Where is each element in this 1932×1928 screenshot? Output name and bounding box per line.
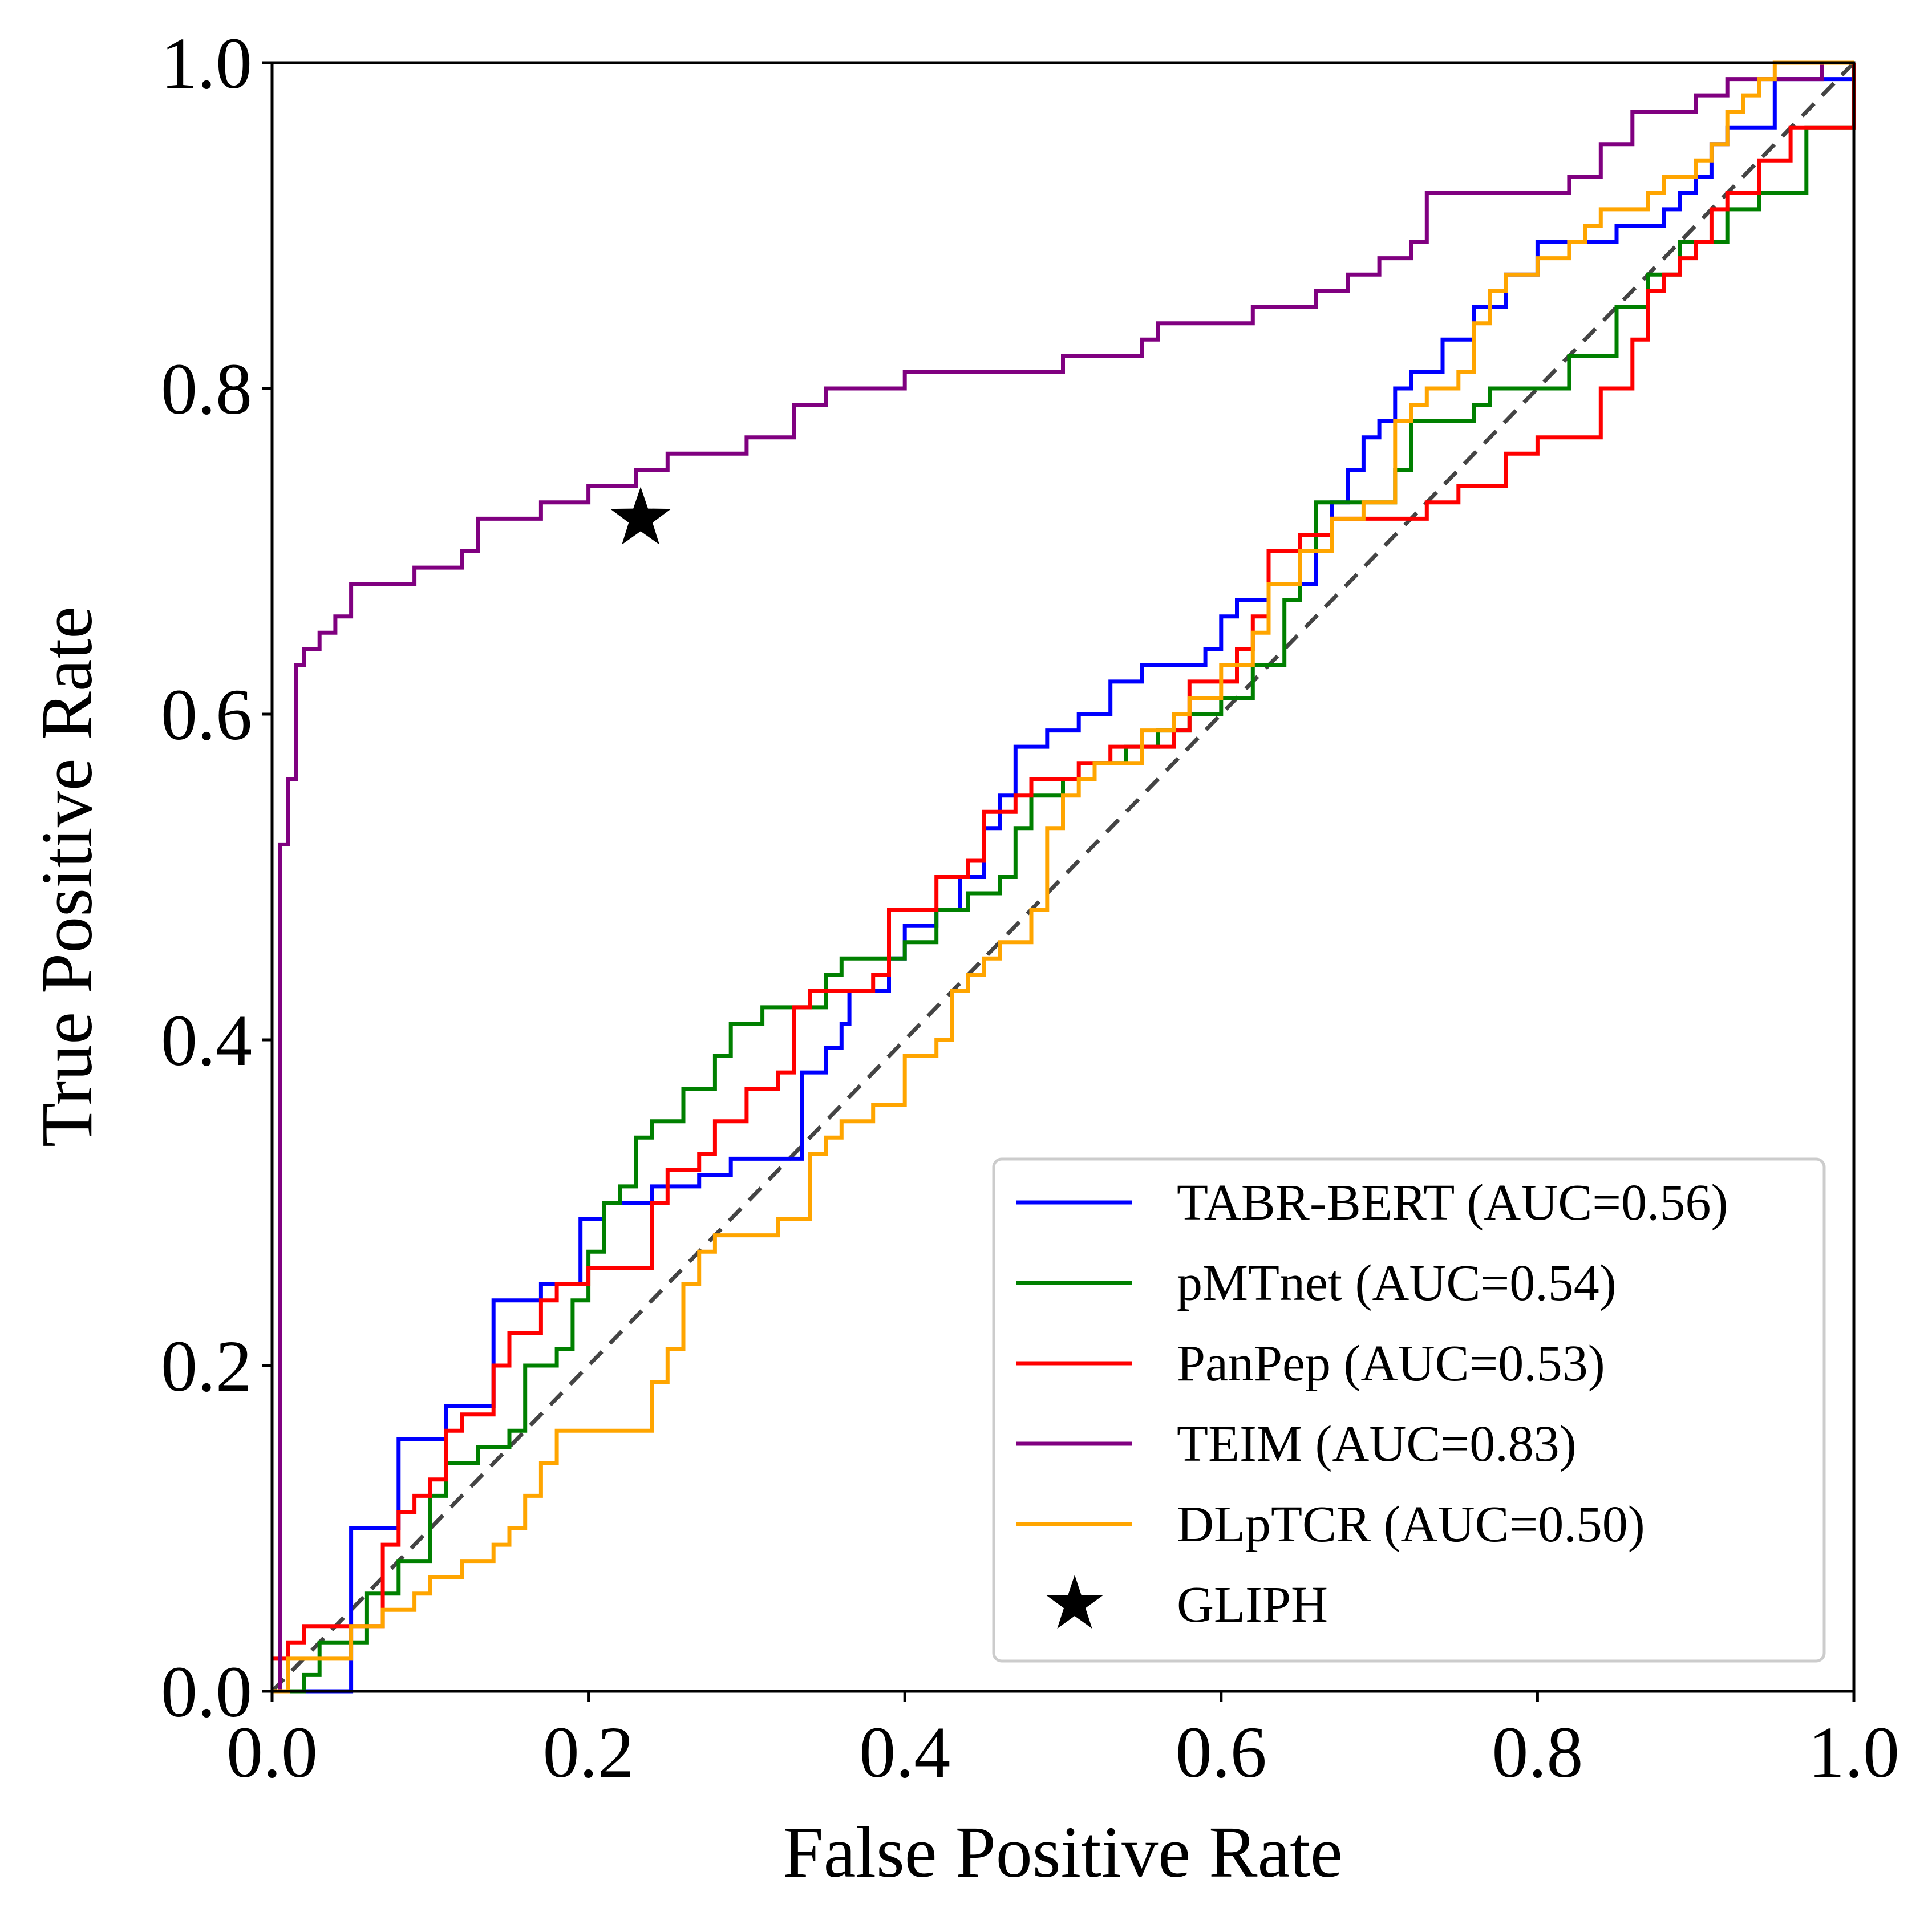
legend-star-icon (1046, 1575, 1103, 1629)
x-tick-label: 0.8 (1492, 1712, 1583, 1793)
y-tick-label: 0.6 (161, 674, 252, 755)
y-axis-label: True Positive Rate (26, 606, 107, 1147)
legend-label-5: DLpTCR (AUC=0.50) (1177, 1496, 1645, 1553)
ticks-layer: 0.0 0.2 0.4 0.6 0.8 1.0 0.0 0.2 0.4 0.6 0.8 1.0 (161, 23, 1899, 1793)
series-line-3 (272, 63, 1856, 1661)
x-tick-label: 0.4 (859, 1712, 950, 1793)
legend: TABR-BERT (AUC=0.56) pMTnet (AUC=0.54) Pan… (992, 1157, 1826, 1663)
legend-label-2: pMTnet (AUC=0.54) (1177, 1255, 1617, 1311)
legend-label-4: TEIM (AUC=0.83) (1177, 1416, 1577, 1472)
gliph-star-marker (610, 487, 671, 545)
y-tick-label: 0.2 (161, 1326, 252, 1407)
y-tick-label: 0.0 (161, 1651, 252, 1732)
legend-box (992, 1157, 1826, 1663)
plot-frame (270, 61, 1856, 1693)
chance-diagonal-line (270, 61, 1856, 1693)
legend-label-1: TABR-BERT (AUC=0.56) (1177, 1174, 1728, 1231)
y-tick-label: 0.4 (161, 1000, 252, 1081)
series-line-4 (272, 60, 1854, 1694)
x-tick-label: 0.6 (1176, 1712, 1267, 1793)
x-axis-label: False Positive Rate (783, 1812, 1342, 1893)
legend-label-gliph: GLIPH (1177, 1577, 1328, 1633)
series-line-5 (272, 60, 1854, 1694)
legend-label-3: PanPep (AUC=0.53) (1177, 1335, 1605, 1392)
y-tick-label: 1.0 (161, 23, 252, 104)
x-tick-label: 1.0 (1808, 1712, 1899, 1793)
points-layer (610, 487, 671, 545)
series-line-2 (272, 95, 1856, 1694)
x-tick-label: 0.0 (226, 1712, 318, 1793)
y-tick-label: 0.8 (161, 349, 252, 430)
x-tick-label: 0.2 (543, 1712, 634, 1793)
series-layer (270, 60, 1856, 1694)
